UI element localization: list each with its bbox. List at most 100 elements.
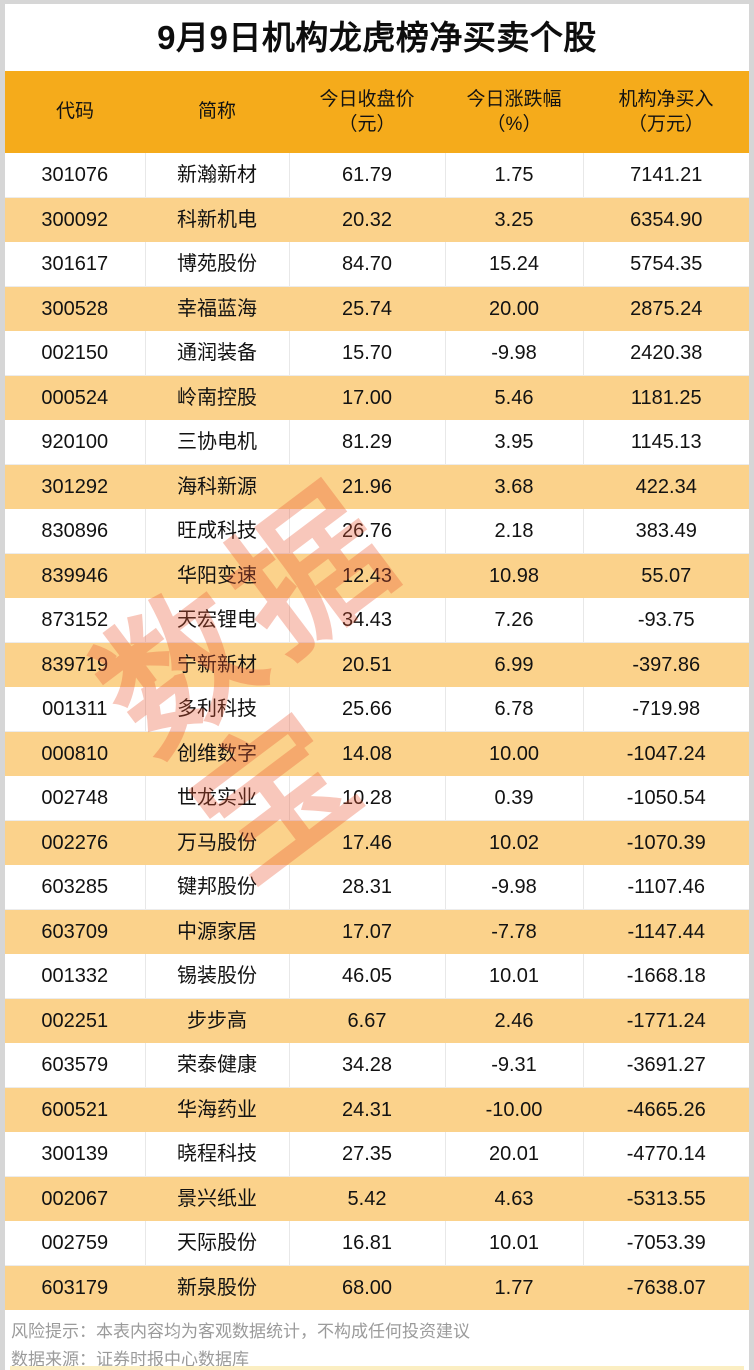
footer: 风险提示：本表内容均为客观数据统计，不构成任何投资建议 数据来源：证券时报中心数… (5, 1310, 749, 1370)
table-row: 603179 新泉股份 68.00 1.77 -7638.07 (5, 1265, 749, 1310)
cell-price: 46.05 (289, 954, 446, 999)
cell-code: 603709 (5, 909, 146, 954)
cell-change: 4.63 (445, 1176, 584, 1221)
cell-name: 通润装备 (145, 331, 290, 376)
cell-name: 华海药业 (145, 1087, 290, 1132)
cell-change: 7.26 (445, 598, 584, 643)
cell-name: 世龙实业 (145, 776, 290, 821)
column-header-code: 代码 (5, 71, 145, 153)
table-row: 002759 天际股份 16.81 10.01 -7053.39 (5, 1221, 749, 1266)
cell-net: -1070.39 (583, 820, 749, 865)
cell-name: 步步高 (145, 998, 290, 1043)
cell-change: -7.78 (445, 909, 584, 954)
table-row: 002150 通润装备 15.70 -9.98 2420.38 (5, 331, 749, 376)
table-row: 300139 晓程科技 27.35 20.01 -4770.14 (5, 1132, 749, 1177)
column-header-price-line1: 今日收盘价 (319, 88, 415, 110)
cell-change: -9.98 (445, 865, 584, 910)
cell-code: 301617 (5, 242, 146, 287)
table-row: 000810 创维数字 14.08 10.00 -1047.24 (5, 731, 749, 776)
cell-change: 3.95 (445, 420, 584, 465)
cell-change: 2.18 (445, 509, 584, 554)
cell-net: -7638.07 (583, 1265, 749, 1310)
cell-price: 84.70 (289, 242, 446, 287)
cell-net: -1668.18 (583, 954, 749, 999)
column-header-code-line1: 代码 (55, 101, 94, 123)
cell-name: 多利科技 (145, 687, 290, 732)
cell-net: -3691.27 (583, 1043, 749, 1088)
table-row: 301292 海科新源 21.96 3.68 422.34 (5, 464, 749, 509)
cell-name: 新瀚新材 (145, 153, 290, 198)
table-row: 839719 宁新新材 20.51 6.99 -397.86 (5, 642, 749, 687)
cell-name: 三协电机 (145, 420, 290, 465)
cell-name: 锡装股份 (145, 954, 290, 999)
cell-change: -10.00 (445, 1087, 584, 1132)
table-row: 002067 景兴纸业 5.42 4.63 -5313.55 (5, 1176, 749, 1221)
table-header: 代码 简称 今日收盘价 （元） 今日涨跌幅 （%） 机构净买入 （万元） (5, 71, 749, 153)
cell-code: 002150 (5, 331, 146, 376)
stock-table: 代码 简称 今日收盘价 （元） 今日涨跌幅 （%） 机构净买入 （万元） (5, 71, 749, 1310)
bottom-rule (10, 1366, 744, 1370)
title-bar: 9月9日机构龙虎榜净买卖个股 (5, 4, 749, 71)
cell-change: 3.25 (445, 197, 584, 242)
cell-code: 001332 (5, 954, 146, 999)
cell-net: 1181.25 (583, 375, 749, 420)
cell-change: 1.75 (445, 153, 584, 198)
table-header-row: 代码 简称 今日收盘价 （元） 今日涨跌幅 （%） 机构净买入 （万元） (5, 71, 749, 153)
cell-net: 6354.90 (583, 197, 749, 242)
cell-code: 002748 (5, 776, 146, 821)
cell-net: -4770.14 (583, 1132, 749, 1177)
cell-code: 603179 (5, 1265, 146, 1310)
column-header-name: 简称 (145, 71, 289, 153)
risk-notice: 风险提示：本表内容均为客观数据统计，不构成任何投资建议 (11, 1322, 470, 1341)
column-header-price: 今日收盘价 （元） (289, 71, 445, 153)
cell-change: -9.31 (445, 1043, 584, 1088)
cell-change: 10.02 (445, 820, 584, 865)
table-row: 873152 天宏锂电 34.43 7.26 -93.75 (5, 598, 749, 643)
cell-code: 002759 (5, 1221, 146, 1266)
cell-code: 300139 (5, 1132, 146, 1177)
cell-name: 岭南控股 (145, 375, 290, 420)
cell-net: 2420.38 (583, 331, 749, 376)
cell-net: 1145.13 (583, 420, 749, 465)
cell-code: 002276 (5, 820, 146, 865)
cell-net: 2875.24 (583, 286, 749, 331)
table-row: 300092 科新机电 20.32 3.25 6354.90 (5, 197, 749, 242)
cell-price: 34.28 (289, 1043, 446, 1088)
cell-price: 6.67 (289, 998, 446, 1043)
cell-code: 839946 (5, 553, 146, 598)
table-row: 300528 幸福蓝海 25.74 20.00 2875.24 (5, 286, 749, 331)
table-row: 001311 多利科技 25.66 6.78 -719.98 (5, 687, 749, 732)
cell-change: 3.68 (445, 464, 584, 509)
table-row: 301617 博苑股份 84.70 15.24 5754.35 (5, 242, 749, 287)
cell-name: 景兴纸业 (145, 1176, 290, 1221)
cell-code: 001311 (5, 687, 146, 732)
cell-name: 晓程科技 (145, 1132, 290, 1177)
cell-price: 17.00 (289, 375, 446, 420)
cell-net: -1147.44 (583, 909, 749, 954)
cell-code: 839719 (5, 642, 146, 687)
table-row: 920100 三协电机 81.29 3.95 1145.13 (5, 420, 749, 465)
cell-net: 7141.21 (583, 153, 749, 198)
cell-code: 603285 (5, 865, 146, 910)
cell-price: 5.42 (289, 1176, 446, 1221)
cell-change: 15.24 (445, 242, 584, 287)
cell-net: -93.75 (583, 598, 749, 643)
cell-name: 科新机电 (145, 197, 290, 242)
cell-code: 301292 (5, 464, 146, 509)
cell-price: 26.76 (289, 509, 446, 554)
table-row: 301076 新瀚新材 61.79 1.75 7141.21 (5, 153, 749, 198)
table-row: 603285 键邦股份 28.31 -9.98 -1107.46 (5, 865, 749, 910)
cell-change: -9.98 (445, 331, 584, 376)
cell-price: 17.46 (289, 820, 446, 865)
column-header-change: 今日涨跌幅 （%） (445, 71, 583, 153)
table-row: 002251 步步高 6.67 2.46 -1771.24 (5, 998, 749, 1043)
column-header-price-line2: （元） (338, 114, 396, 135)
column-header-name-line1: 简称 (197, 101, 236, 123)
cell-change: 10.01 (445, 1221, 584, 1266)
column-header-net-line2: （万元） (627, 114, 704, 135)
cell-price: 20.32 (289, 197, 446, 242)
table-body: 301076 新瀚新材 61.79 1.75 7141.21 300092 科新机电 20.3… (5, 153, 749, 1310)
cell-name: 创维数字 (145, 731, 290, 776)
cell-code: 600521 (5, 1087, 146, 1132)
